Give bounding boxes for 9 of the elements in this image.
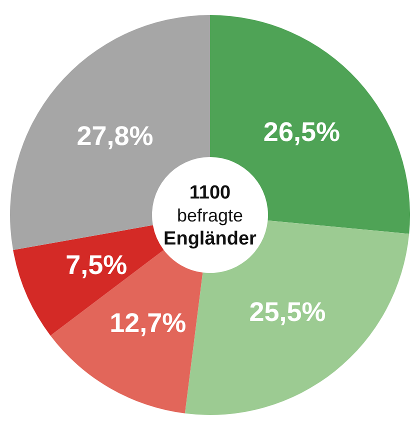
text: 1100 [189,182,231,204]
text: befragte [176,205,244,226]
data-label: 7,5% [66,250,128,280]
data-label: 27,8% [76,120,154,151]
donut-slice [50,250,203,414]
text: Engländer [164,228,258,250]
data-label: 12,7% [110,308,186,338]
data-label: 26,5% [263,116,340,147]
data-label: 25,5% [249,297,326,328]
